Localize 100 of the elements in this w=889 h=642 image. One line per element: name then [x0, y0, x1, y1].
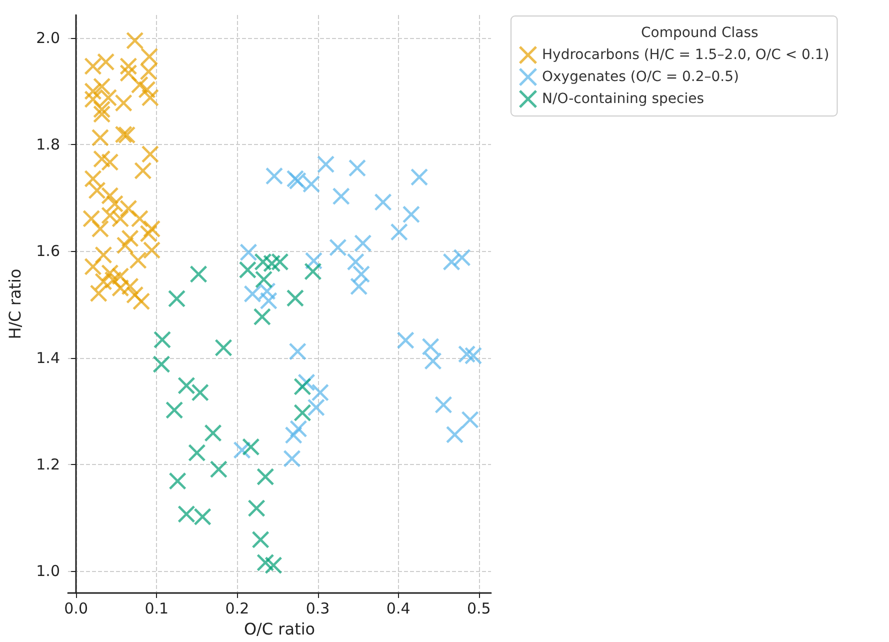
- point: [256, 468, 274, 486]
- point: [192, 384, 209, 402]
- point: [131, 210, 148, 228]
- x-tick-label: 0.1: [144, 600, 169, 618]
- point: [242, 438, 260, 456]
- point: [402, 206, 420, 223]
- point: [244, 285, 262, 302]
- point: [126, 32, 144, 50]
- point: [188, 444, 206, 462]
- point: [350, 278, 368, 295]
- point: [390, 224, 408, 241]
- point: [118, 126, 136, 144]
- point: [248, 500, 266, 517]
- x-tick-label: 0.0: [64, 600, 88, 618]
- point: [254, 308, 271, 326]
- legend-label: Oxygenates (O/C = 0.2–0.5): [542, 69, 739, 85]
- point: [88, 182, 106, 199]
- point: [93, 106, 110, 123]
- point: [240, 244, 257, 261]
- point: [397, 332, 414, 349]
- x-tick-label: 0.5: [466, 600, 491, 618]
- point: [84, 58, 102, 75]
- point: [101, 154, 118, 171]
- point: [130, 252, 147, 269]
- x-tick-label: 0.2: [225, 600, 250, 618]
- point: [115, 94, 132, 112]
- point: [239, 261, 256, 278]
- point: [443, 253, 460, 270]
- point: [410, 168, 428, 186]
- point: [169, 472, 186, 490]
- point: [84, 258, 102, 276]
- point: [140, 48, 158, 66]
- point: [194, 508, 212, 526]
- y-tick-label: 1.2: [36, 455, 60, 474]
- point: [302, 176, 320, 193]
- point: [204, 424, 222, 442]
- point: [142, 146, 159, 163]
- point: [283, 450, 300, 468]
- point: [434, 396, 452, 414]
- point: [166, 402, 183, 419]
- point: [143, 242, 160, 259]
- point: [264, 556, 282, 574]
- point: [446, 426, 464, 444]
- x-tick-label: 0.4: [386, 600, 410, 618]
- point: [112, 210, 129, 228]
- point: [90, 284, 108, 302]
- y-tick-label: 2.0: [36, 28, 60, 47]
- legend-title: Compound Class: [641, 25, 758, 41]
- point: [289, 342, 306, 360]
- point: [317, 156, 334, 173]
- legend-label: N/O-containing species: [542, 91, 704, 107]
- point: [260, 292, 278, 310]
- point: [142, 89, 159, 106]
- point: [178, 377, 195, 394]
- point: [140, 63, 158, 80]
- point: [210, 460, 228, 478]
- point: [97, 53, 114, 70]
- x-axis-title: O/C ratio: [244, 620, 316, 638]
- point: [252, 531, 270, 548]
- point: [453, 249, 470, 266]
- point: [84, 170, 102, 188]
- point: [255, 270, 272, 288]
- point: [286, 290, 304, 307]
- point: [152, 356, 170, 373]
- point: [294, 378, 311, 396]
- point: [374, 194, 392, 211]
- legend-label: Hydrocarbons (H/C = 1.5–2.0, O/C < 0.1): [542, 47, 830, 63]
- point: [352, 266, 370, 283]
- point: [266, 168, 283, 185]
- point: [134, 162, 152, 180]
- point: [140, 225, 158, 242]
- point: [132, 292, 150, 310]
- point: [294, 404, 311, 422]
- point: [92, 220, 109, 238]
- point: [168, 290, 186, 308]
- point: [312, 384, 329, 402]
- point: [190, 266, 208, 283]
- point: [464, 347, 482, 364]
- point: [92, 129, 109, 146]
- point: [106, 195, 124, 212]
- point: [462, 411, 479, 428]
- point: [112, 280, 129, 297]
- y-axis-title: H/C ratio: [6, 268, 24, 340]
- point: [332, 188, 350, 205]
- y-tick-label: 1.0: [36, 562, 60, 580]
- point: [215, 339, 232, 356]
- point: [116, 236, 134, 254]
- point: [347, 253, 364, 270]
- point: [304, 262, 322, 280]
- point: [424, 352, 442, 370]
- point: [271, 253, 288, 270]
- point: [422, 338, 440, 356]
- point: [348, 160, 366, 177]
- point: [329, 238, 346, 256]
- point: [308, 398, 325, 416]
- point: [93, 78, 110, 95]
- point: [354, 234, 372, 252]
- point: [178, 506, 195, 523]
- point: [285, 426, 302, 444]
- y-tick-label: 1.4: [36, 348, 60, 367]
